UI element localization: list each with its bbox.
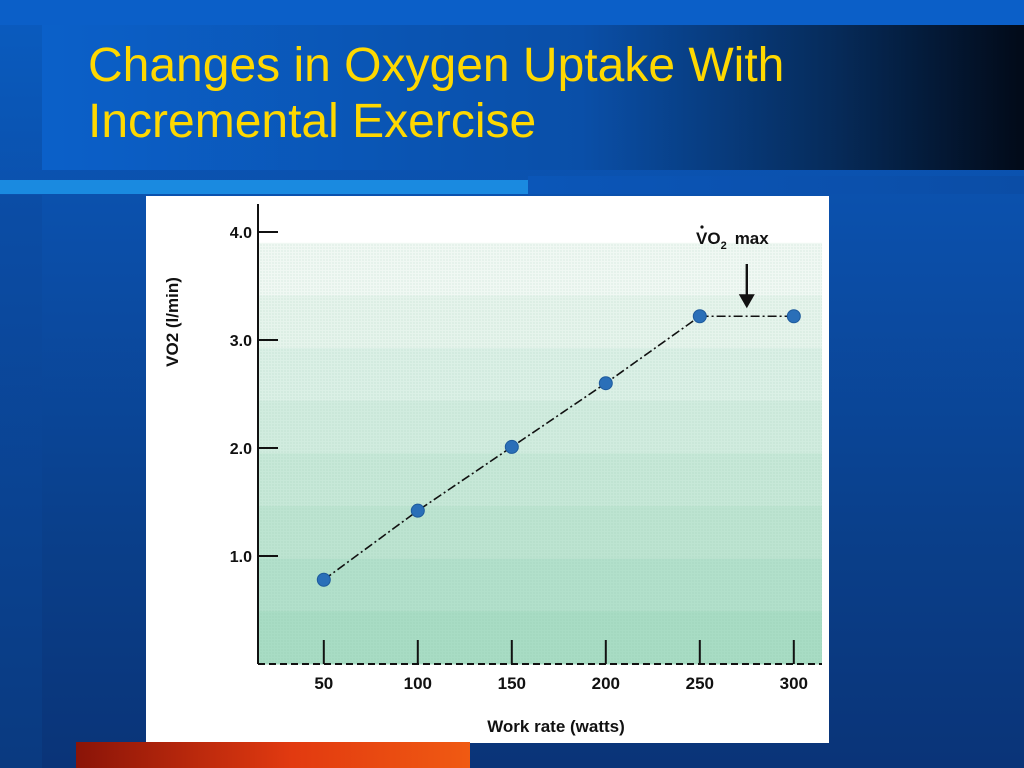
vo2max-overdot xyxy=(700,225,704,229)
x-tick-label: 50 xyxy=(314,674,333,693)
series-line xyxy=(323,315,794,581)
top-band xyxy=(0,0,1024,25)
x-tick-label: 150 xyxy=(498,674,526,693)
axis-labels: Work rate (watts) VO2 (l/min) xyxy=(163,277,625,736)
vo2-chart: 1.0 2.0 3.0 4.0 50 100 150 200 250 300 Work rate … xyxy=(163,204,822,736)
y-axis-label: VO2 (l/min) xyxy=(163,277,182,367)
y-tick-label: 3.0 xyxy=(230,333,252,350)
vo2max-label-main: VO xyxy=(696,229,721,248)
title-band xyxy=(42,25,1024,170)
x-tick-label: 200 xyxy=(592,674,620,693)
background-band-texture xyxy=(258,242,822,296)
x-tick-label: 100 xyxy=(404,674,432,693)
background-band-texture xyxy=(258,611,822,665)
data-point xyxy=(786,309,801,324)
vo2max-label-sub: 2 xyxy=(721,240,727,252)
accent-bar xyxy=(0,180,528,194)
y-tick-label: 1.0 xyxy=(230,549,252,566)
bottom-accent-bar xyxy=(76,742,470,768)
data-point xyxy=(316,572,331,587)
vo2max-annotation: VO2 max xyxy=(696,225,769,309)
x-axis-label: Work rate (watts) xyxy=(487,717,625,736)
background-band-texture xyxy=(258,453,822,507)
background-band-texture xyxy=(258,400,822,454)
axes: 1.0 2.0 3.0 4.0 50 100 150 200 250 300 xyxy=(230,204,822,693)
x-tick-label: 250 xyxy=(686,674,714,693)
slide-title: Changes in Oxygen Uptake With Incrementa… xyxy=(88,38,988,150)
slide-title-line-1: Changes in Oxygen Uptake With xyxy=(88,39,785,92)
series-vo2 xyxy=(316,309,801,587)
y-tick-label: 2.0 xyxy=(230,441,252,458)
background-band-texture xyxy=(258,558,822,612)
slide-title-line-2: Incremental Exercise xyxy=(88,95,537,148)
vo2max-arrow-head xyxy=(738,294,755,309)
data-point xyxy=(504,439,519,454)
background-band-texture xyxy=(258,506,822,560)
x-tick-label: 300 xyxy=(780,674,808,693)
background-bands xyxy=(258,242,822,665)
accent-bar-dark xyxy=(528,176,1024,194)
left-strip xyxy=(0,195,42,768)
vo2max-label-tail: max xyxy=(735,229,770,248)
background-band-texture xyxy=(258,295,822,349)
data-point xyxy=(598,376,613,391)
data-point xyxy=(410,503,425,518)
y-tick-label: 4.0 xyxy=(230,225,252,242)
background-band-texture xyxy=(258,348,822,402)
vo2max-label: VO2 max xyxy=(696,229,769,252)
chart-panel: 1.0 2.0 3.0 4.0 50 100 150 200 250 300 Work rate … xyxy=(146,196,829,743)
data-point xyxy=(692,309,707,324)
